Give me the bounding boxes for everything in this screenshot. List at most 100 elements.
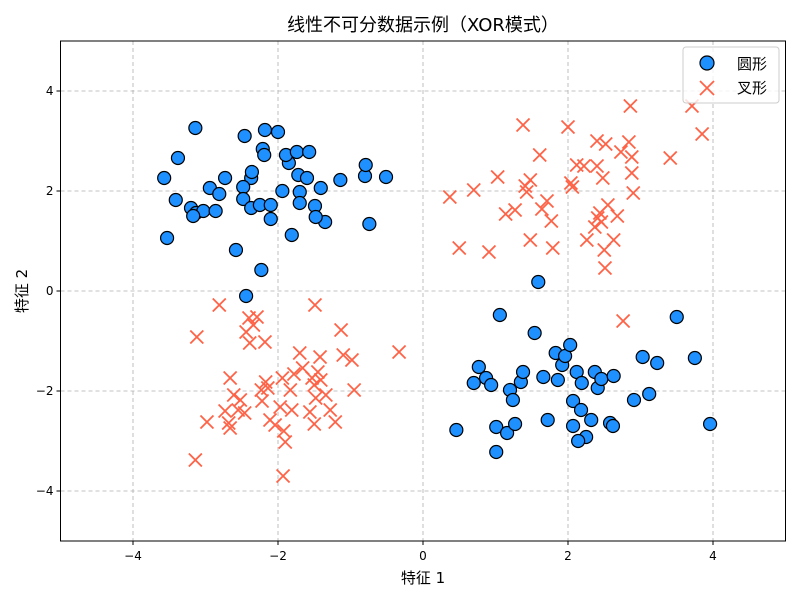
circle-point xyxy=(254,262,269,278)
cross-point xyxy=(694,126,710,142)
cross-point xyxy=(624,165,639,181)
x-tick-label: −4 xyxy=(124,549,142,563)
cross-point xyxy=(481,244,497,260)
cross-point xyxy=(246,317,261,333)
circle-point xyxy=(358,157,373,173)
cross-point xyxy=(310,364,326,380)
x-tick-label: 4 xyxy=(709,549,717,563)
circle-point xyxy=(507,416,523,432)
cross-point xyxy=(587,219,602,235)
cross-point xyxy=(312,349,328,365)
cross-point xyxy=(519,184,534,200)
circle-point xyxy=(257,122,273,138)
circle-point xyxy=(571,433,586,449)
circle-point xyxy=(669,309,684,325)
legend-circle-marker xyxy=(699,55,715,71)
circle-point xyxy=(292,195,307,211)
cross-point xyxy=(286,366,302,382)
cross-point xyxy=(223,370,238,386)
circle-point xyxy=(574,375,589,391)
legend-label-circle: 圆形 xyxy=(737,55,767,73)
y-tick-label: −4 xyxy=(36,484,54,498)
circle-point xyxy=(212,186,227,202)
cross-point xyxy=(302,404,318,420)
cross-point xyxy=(563,175,579,191)
circle-point xyxy=(299,170,315,186)
circle-point xyxy=(565,418,581,434)
circle-point xyxy=(573,402,589,418)
cross-point xyxy=(560,119,576,135)
circle-point xyxy=(244,164,259,180)
cross-point xyxy=(233,392,248,408)
circle-point xyxy=(302,144,317,160)
cross-point xyxy=(223,420,238,436)
circle-point xyxy=(228,242,244,258)
cross-point xyxy=(307,377,322,393)
circle-point xyxy=(635,349,650,365)
circle-point xyxy=(257,147,272,163)
cross-point xyxy=(613,144,629,160)
cross-point xyxy=(663,150,678,166)
circle-point xyxy=(289,144,304,160)
x-axis-label: 特征 1 xyxy=(401,569,445,587)
circle-point xyxy=(594,371,609,387)
cross-point xyxy=(278,434,293,450)
cross-point xyxy=(626,185,641,201)
cross-point xyxy=(452,240,467,256)
cross-point xyxy=(336,347,351,363)
circle-point xyxy=(492,307,507,323)
circle-point xyxy=(157,170,172,186)
circle-point xyxy=(650,355,665,371)
circle-point xyxy=(170,150,186,166)
cross-point xyxy=(273,399,288,415)
circle-point xyxy=(687,350,702,366)
circle-point xyxy=(168,192,183,208)
cross-point xyxy=(275,370,290,386)
cross-point xyxy=(624,149,639,165)
cross-point xyxy=(589,158,605,174)
x-tick-label: −2 xyxy=(269,549,287,563)
circle-point xyxy=(702,416,718,432)
circle-point xyxy=(236,191,251,207)
cross-point xyxy=(318,387,333,403)
cross-point xyxy=(257,334,273,350)
cross-point xyxy=(226,387,241,403)
cross-point xyxy=(523,232,538,248)
circle-point xyxy=(515,364,531,380)
circle-point xyxy=(239,288,254,304)
cross-point xyxy=(544,213,559,229)
cross-point xyxy=(623,98,638,114)
circle-point xyxy=(208,203,223,219)
circle-point xyxy=(313,180,328,196)
axis-ticks: −4 −2 0 2 4 −4 −2 0 2 4 xyxy=(36,84,717,563)
circle-point xyxy=(484,377,499,393)
cross-point xyxy=(621,134,637,150)
circle-point xyxy=(186,208,201,224)
circle-point xyxy=(642,386,657,402)
cross-point xyxy=(507,202,523,218)
circle-point xyxy=(540,412,555,428)
cross-point xyxy=(600,197,616,213)
cross-point xyxy=(606,232,621,248)
cross-point xyxy=(189,329,204,345)
cross-point xyxy=(242,335,257,351)
circle-point xyxy=(188,120,203,136)
cross-point xyxy=(594,214,609,230)
cross-point xyxy=(576,158,592,174)
circle-point xyxy=(536,369,551,385)
y-tick-label: 2 xyxy=(46,184,54,198)
cross-point xyxy=(237,405,252,421)
cross-point xyxy=(610,208,625,224)
circle-point xyxy=(449,422,464,438)
circle-point xyxy=(217,170,233,186)
circle-point xyxy=(308,209,323,225)
cross-point xyxy=(254,393,270,409)
cross-point xyxy=(515,117,531,133)
cross-point xyxy=(313,372,328,388)
cross-point xyxy=(307,416,322,432)
y-tick-label: −2 xyxy=(36,384,54,398)
cross-point xyxy=(307,297,323,313)
circle-point xyxy=(270,124,286,140)
cross-point xyxy=(579,232,594,248)
cross-point xyxy=(466,182,481,198)
